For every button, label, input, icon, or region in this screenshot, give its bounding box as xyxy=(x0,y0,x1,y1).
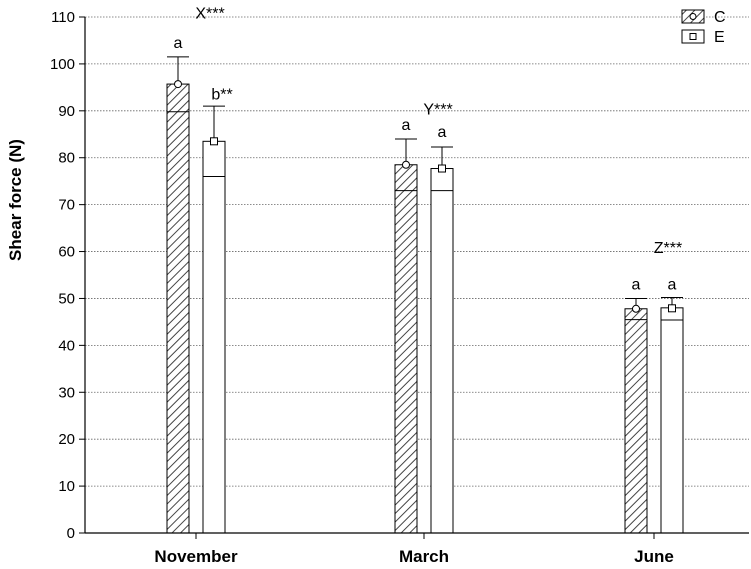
group-annotation-november: X*** xyxy=(195,5,224,22)
mean-marker-e-june xyxy=(668,304,676,313)
bars-layer xyxy=(166,83,684,534)
legend-marker-c xyxy=(689,13,697,20)
y-tick-label-0: 0 xyxy=(67,525,75,542)
letter-c-march: a xyxy=(402,117,411,134)
bar-c-march xyxy=(394,164,418,534)
y-tick-label-30: 30 xyxy=(58,384,75,401)
mean-markers-layer xyxy=(174,80,676,313)
legend-marker-e xyxy=(689,33,697,40)
y-tick-label-60: 60 xyxy=(58,244,75,261)
y-tick-label-110: 110 xyxy=(51,9,75,26)
y-axis-ticks: 0 10 20 30 40 50 60 70 80 90 100 110 xyxy=(50,9,85,542)
legend-label-e: E xyxy=(714,29,725,46)
y-tick-label-10: 10 xyxy=(58,478,75,495)
bar-c-june xyxy=(624,308,648,534)
mean-marker-c-june xyxy=(632,304,640,313)
bar-e-november xyxy=(202,140,226,534)
group-annotation-june: Z*** xyxy=(654,240,682,257)
y-tick-label-100: 100 xyxy=(50,56,75,73)
bar-e-march xyxy=(430,168,454,534)
legend: CE xyxy=(681,9,726,46)
x-label-november: November xyxy=(154,547,238,566)
letter-c-november: a xyxy=(174,35,183,52)
y-tick-label-20: 20 xyxy=(58,431,75,448)
y-tick-label-80: 80 xyxy=(58,150,75,167)
bar-e-june xyxy=(660,307,684,534)
x-label-june: June xyxy=(634,547,674,566)
mean-marker-e-march xyxy=(438,164,446,173)
letter-c-june: a xyxy=(632,276,641,293)
x-axis-labels: November March June xyxy=(154,533,674,566)
mean-marker-c-march xyxy=(402,160,410,169)
x-label-march: March xyxy=(399,547,449,566)
y-tick-label-40: 40 xyxy=(58,337,75,354)
y-tick-label-50: 50 xyxy=(58,290,75,307)
mean-marker-c-november xyxy=(174,80,182,89)
group-annotation-march: Y*** xyxy=(423,101,452,118)
bar-c-november xyxy=(166,83,190,534)
y-axis-title: Shear force (N) xyxy=(6,139,25,261)
y-tick-label-70: 70 xyxy=(58,197,75,214)
letter-e-november: b** xyxy=(211,86,232,103)
mean-marker-e-november xyxy=(210,137,218,146)
letter-e-june: a xyxy=(668,276,677,293)
annotations: a a a b** a a X*** Y*** Z*** xyxy=(174,5,683,293)
letter-e-march: a xyxy=(438,124,447,141)
error-bars-layer xyxy=(167,56,683,321)
y-tick-label-90: 90 xyxy=(58,103,75,120)
legend-label-c: C xyxy=(714,9,726,26)
